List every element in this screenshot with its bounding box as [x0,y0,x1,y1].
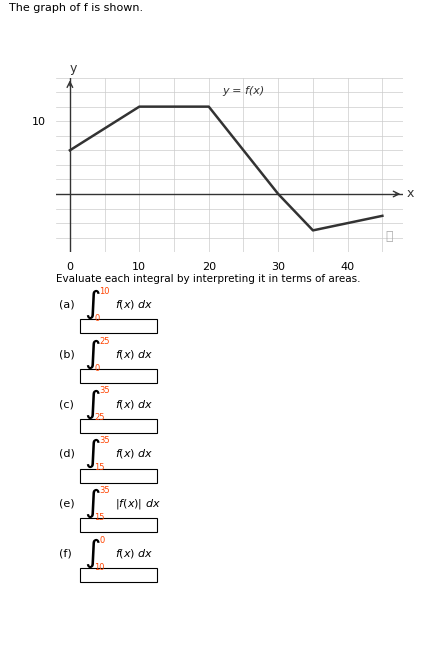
Text: $f(x)\ dx$: $f(x)\ dx$ [115,298,154,311]
Text: 35: 35 [99,436,110,445]
Text: The graph of f is shown.: The graph of f is shown. [9,3,143,13]
Text: $f(x)\ dx$: $f(x)\ dx$ [115,348,154,361]
Text: y = f(x): y = f(x) [223,86,265,96]
Text: 0: 0 [94,314,99,323]
Text: Evaluate each integral by interpreting it in terms of areas.: Evaluate each integral by interpreting i… [56,274,361,284]
Text: $|f(x)|\ dx$: $|f(x)|\ dx$ [115,497,161,510]
Text: 25: 25 [99,337,110,346]
Text: (f): (f) [60,548,72,558]
Bar [80,518,157,532]
Bar [80,568,157,582]
Text: 10: 10 [99,287,110,296]
Text: 35: 35 [99,386,110,395]
Text: 10: 10 [94,563,105,572]
Text: $\int$: $\int$ [84,437,100,470]
Text: $\int$: $\int$ [84,288,100,322]
Text: $f(x)\ dx$: $f(x)\ dx$ [115,398,154,411]
Text: 35: 35 [99,486,110,495]
Text: y: y [70,62,77,76]
Text: (b): (b) [60,349,75,359]
Text: 15: 15 [94,463,105,472]
Text: $\int$: $\int$ [84,537,100,570]
Text: (e): (e) [60,499,75,508]
Text: $\int$: $\int$ [84,338,100,371]
Bar [80,320,157,333]
Text: (c): (c) [60,399,74,409]
Text: ⓘ: ⓘ [385,231,393,244]
Text: $\int$: $\int$ [84,388,100,421]
Text: 25: 25 [94,413,105,422]
Bar [80,419,157,433]
Text: 15: 15 [94,513,105,522]
Text: $f(x)\ dx$: $f(x)\ dx$ [115,547,154,559]
Bar [80,468,157,483]
Text: 0: 0 [94,364,99,373]
Text: 0: 0 [99,536,105,545]
Text: $f(x)\ dx$: $f(x)\ dx$ [115,447,154,461]
Text: (a): (a) [60,300,75,309]
Text: $\int$: $\int$ [84,487,100,520]
Text: (d): (d) [60,449,75,459]
Text: x: x [407,187,414,200]
Bar [80,369,157,383]
